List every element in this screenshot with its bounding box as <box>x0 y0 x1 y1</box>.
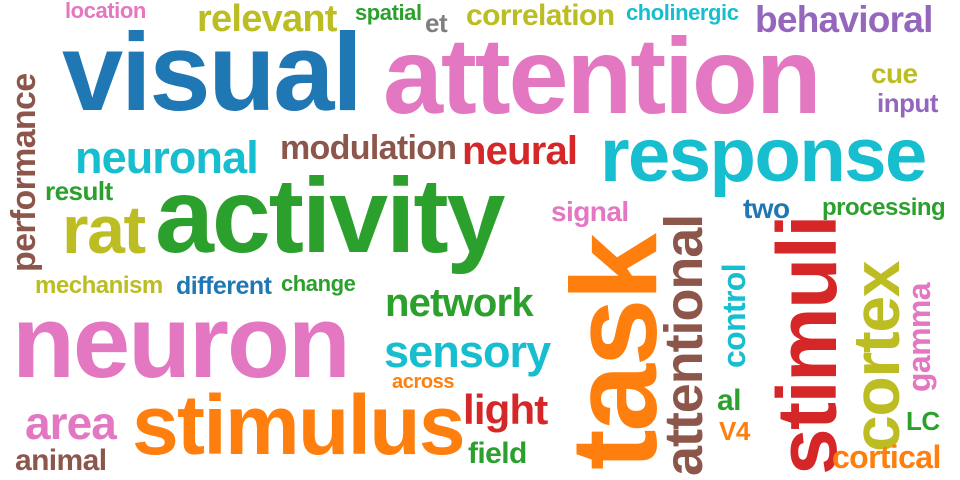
word-stimulus: stimulus <box>132 378 466 472</box>
word-control: control <box>716 264 752 368</box>
word-network: network <box>385 281 534 325</box>
word-et: et <box>425 8 448 38</box>
word-neuron: neuron <box>12 284 351 399</box>
word-attentional: attentional <box>654 214 714 476</box>
word-light: light <box>463 386 548 433</box>
word-sensory: sensory <box>384 326 551 377</box>
word-performance: performance <box>5 73 43 272</box>
word-input: input <box>877 88 938 118</box>
word-LC: LC <box>906 406 940 436</box>
word-correlation: correlation <box>466 0 615 32</box>
word-response: response <box>600 113 927 198</box>
word-al: al <box>717 384 741 417</box>
word-cortex: cortex <box>839 261 913 452</box>
word-field: field <box>468 437 527 470</box>
word-stimuli: stimuli <box>760 216 854 475</box>
word-area: area <box>25 397 117 449</box>
word-neural: neural <box>462 129 578 173</box>
word-spatial: spatial <box>355 0 422 25</box>
word-change: change <box>281 271 356 296</box>
word-cortical: cortical <box>832 439 941 475</box>
word-visual: visual <box>62 11 363 134</box>
word-location: location <box>65 0 146 23</box>
word-activity: activity <box>155 157 505 275</box>
word-behavioral: behavioral <box>755 0 933 40</box>
word-across: across <box>392 371 455 393</box>
word-different: different <box>176 272 272 300</box>
word-relevant: relevant <box>197 0 337 40</box>
word-neuronal: neuronal <box>75 132 259 183</box>
word-rat: rat <box>62 192 146 268</box>
word-cue: cue <box>871 58 918 89</box>
word-animal: animal <box>15 444 107 477</box>
word-V4: V4 <box>719 416 750 446</box>
word-modulation: modulation <box>280 129 457 167</box>
word-attention: attention <box>383 15 822 136</box>
word-two: two <box>743 193 790 224</box>
word-gamma: gamma <box>901 283 937 392</box>
word-mechanism: mechanism <box>35 272 163 299</box>
word-cholinergic: cholinergic <box>626 0 739 25</box>
word-result: result <box>45 176 113 206</box>
word-signal: signal <box>551 196 629 227</box>
word-processing: processing <box>822 194 946 221</box>
